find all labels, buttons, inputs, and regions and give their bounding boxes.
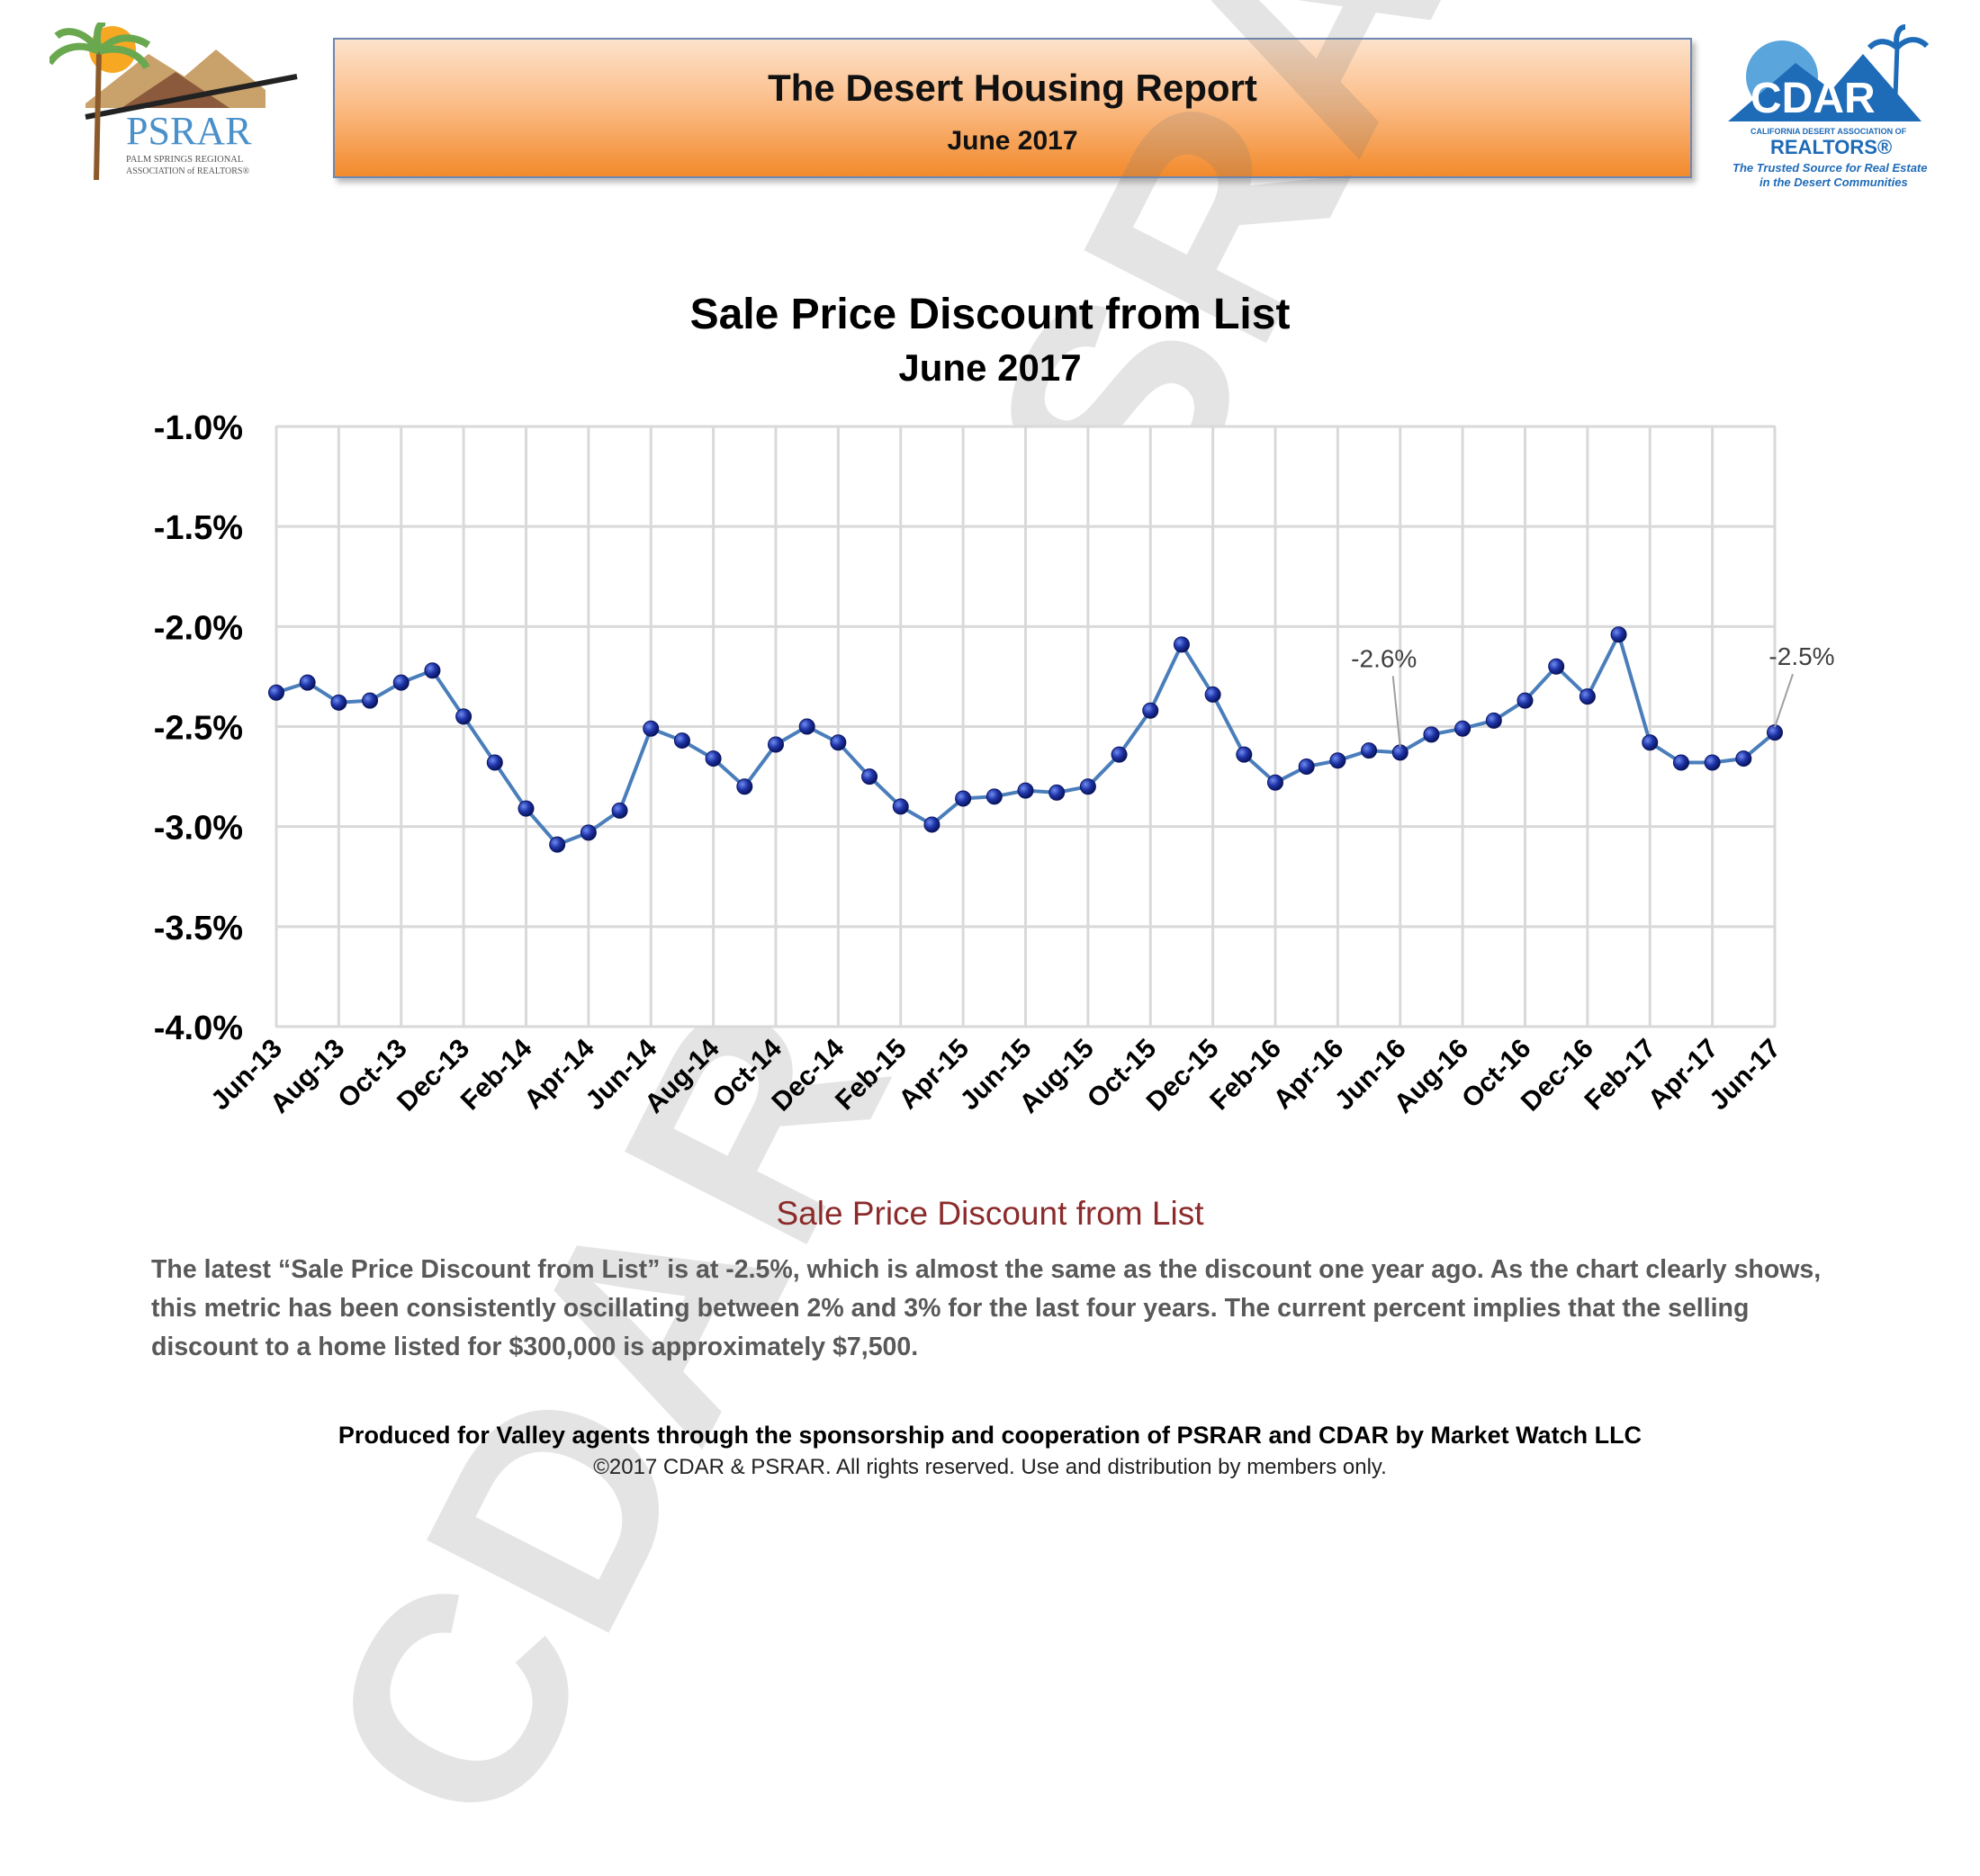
data-point xyxy=(1017,782,1034,799)
data-point xyxy=(1361,742,1378,759)
y-tick-label: -2.0% xyxy=(154,609,243,647)
data-point xyxy=(299,674,316,691)
data-point xyxy=(518,800,535,817)
y-tick-label: -1.5% xyxy=(154,509,243,547)
annotation-leader xyxy=(1774,673,1794,728)
data-point xyxy=(923,816,940,833)
data-point xyxy=(268,684,284,701)
data-point xyxy=(705,750,722,767)
data-point xyxy=(1267,774,1283,791)
data-point xyxy=(1454,720,1472,737)
x-tick-label: Feb-17 xyxy=(1579,1034,1661,1117)
x-tick-label: Dec-14 xyxy=(766,1033,850,1117)
caption-title: Sale Price Discount from List xyxy=(776,1195,1204,1232)
chart-title: Sale Price Discount from List xyxy=(689,291,1291,338)
data-point xyxy=(330,694,347,711)
data-point xyxy=(1672,754,1689,771)
y-tick-label: -4.0% xyxy=(154,1010,243,1047)
data-point xyxy=(611,802,628,819)
cdar-org-line-1: CALIFORNIA DESERT ASSOCIATION OF xyxy=(1750,127,1907,136)
data-point xyxy=(580,824,597,841)
cdar-logo-text: CDAR xyxy=(1750,75,1876,122)
psrar-logo: PSRAR PALM SPRINGS REGIONAL ASSOCIATION … xyxy=(46,19,320,184)
data-point xyxy=(1048,784,1066,801)
line-chart: -1.0% -1.5% -2.0% -2.5% -3.0% -3.5% -4.0% Jun-1… xyxy=(154,409,1835,1119)
data-point xyxy=(392,674,410,691)
data-point xyxy=(768,736,784,753)
y-tick-label: -2.5% xyxy=(154,710,243,748)
data-point xyxy=(798,718,815,735)
cdar-slogan-1: The Trusted Source for Real Estate xyxy=(1732,161,1928,175)
data-point xyxy=(1142,702,1159,719)
data-point xyxy=(1111,746,1128,763)
footer-credit: Produced for Valley agents through the s… xyxy=(338,1422,1642,1449)
x-tick-label: Feb-16 xyxy=(1204,1034,1287,1117)
footer-copyright: ©2017 CDAR & PSRAR. All rights reserved.… xyxy=(593,1455,1387,1479)
data-point xyxy=(736,778,753,795)
data-point xyxy=(643,720,660,737)
annotation-leader xyxy=(1391,676,1401,748)
data-point xyxy=(892,798,909,815)
data-point xyxy=(1516,692,1534,709)
y-tick-label: -3.0% xyxy=(154,810,243,848)
data-point xyxy=(830,734,847,751)
data-point xyxy=(1173,636,1190,653)
x-tick-label: Feb-14 xyxy=(455,1033,538,1116)
data-point xyxy=(1204,686,1221,703)
data-point xyxy=(549,836,566,853)
data-point xyxy=(1391,744,1408,761)
data-point xyxy=(955,790,972,807)
data-point xyxy=(455,708,472,725)
data-point xyxy=(673,732,690,750)
y-tick-label: -3.5% xyxy=(154,910,243,947)
data-point xyxy=(1704,754,1721,771)
data-point xyxy=(1735,750,1752,767)
data-point xyxy=(1079,778,1096,795)
data-point xyxy=(1767,724,1783,741)
data-point xyxy=(1610,626,1627,643)
report-date: June 2017 xyxy=(947,126,1078,156)
data-point xyxy=(1579,688,1596,705)
data-point xyxy=(986,788,1003,805)
data-point xyxy=(1423,726,1440,743)
x-tick-label: Jun-17 xyxy=(1704,1034,1786,1117)
data-point xyxy=(424,662,441,679)
y-tick-label: -1.0% xyxy=(154,409,243,447)
data-point xyxy=(1236,746,1253,763)
cdar-logo: CDAR CALIFORNIA DESERT ASSOCIATION OF RE… xyxy=(1714,22,1966,193)
caption-body: The latest “Sale Price Discount from Lis… xyxy=(151,1255,1822,1361)
data-label: -2.5% xyxy=(1768,642,1834,670)
data-label: -2.6% xyxy=(1351,644,1417,672)
psrar-tagline-1: PALM SPRINGS REGIONAL xyxy=(126,155,243,165)
data-point xyxy=(1329,752,1346,769)
report-header-banner: The Desert Housing Report June 2017 xyxy=(333,38,1692,178)
chart-subtitle: June 2017 xyxy=(898,346,1082,389)
psrar-logo-text: PSRAR xyxy=(126,109,252,153)
data-point xyxy=(1298,758,1315,775)
data-point xyxy=(1642,734,1659,751)
psrar-logo-graphic: PSRAR PALM SPRINGS REGIONAL ASSOCIATION … xyxy=(46,19,298,181)
data-point xyxy=(1485,712,1502,729)
data-point xyxy=(362,692,379,709)
cdar-logo-graphic: CDAR CALIFORNIA DESERT ASSOCIATION OF RE… xyxy=(1728,24,1930,189)
data-point xyxy=(861,768,878,785)
psrar-tagline-2: ASSOCIATION of REALTORS® xyxy=(126,166,249,176)
report-title: The Desert Housing Report xyxy=(768,67,1257,109)
data-point xyxy=(486,754,503,771)
data-point xyxy=(1548,658,1565,675)
x-tick-label: Feb-15 xyxy=(830,1034,913,1117)
cdar-org-line-2: REALTORS® xyxy=(1770,136,1892,158)
cdar-slogan-2: in the Desert Communities xyxy=(1760,175,1908,189)
